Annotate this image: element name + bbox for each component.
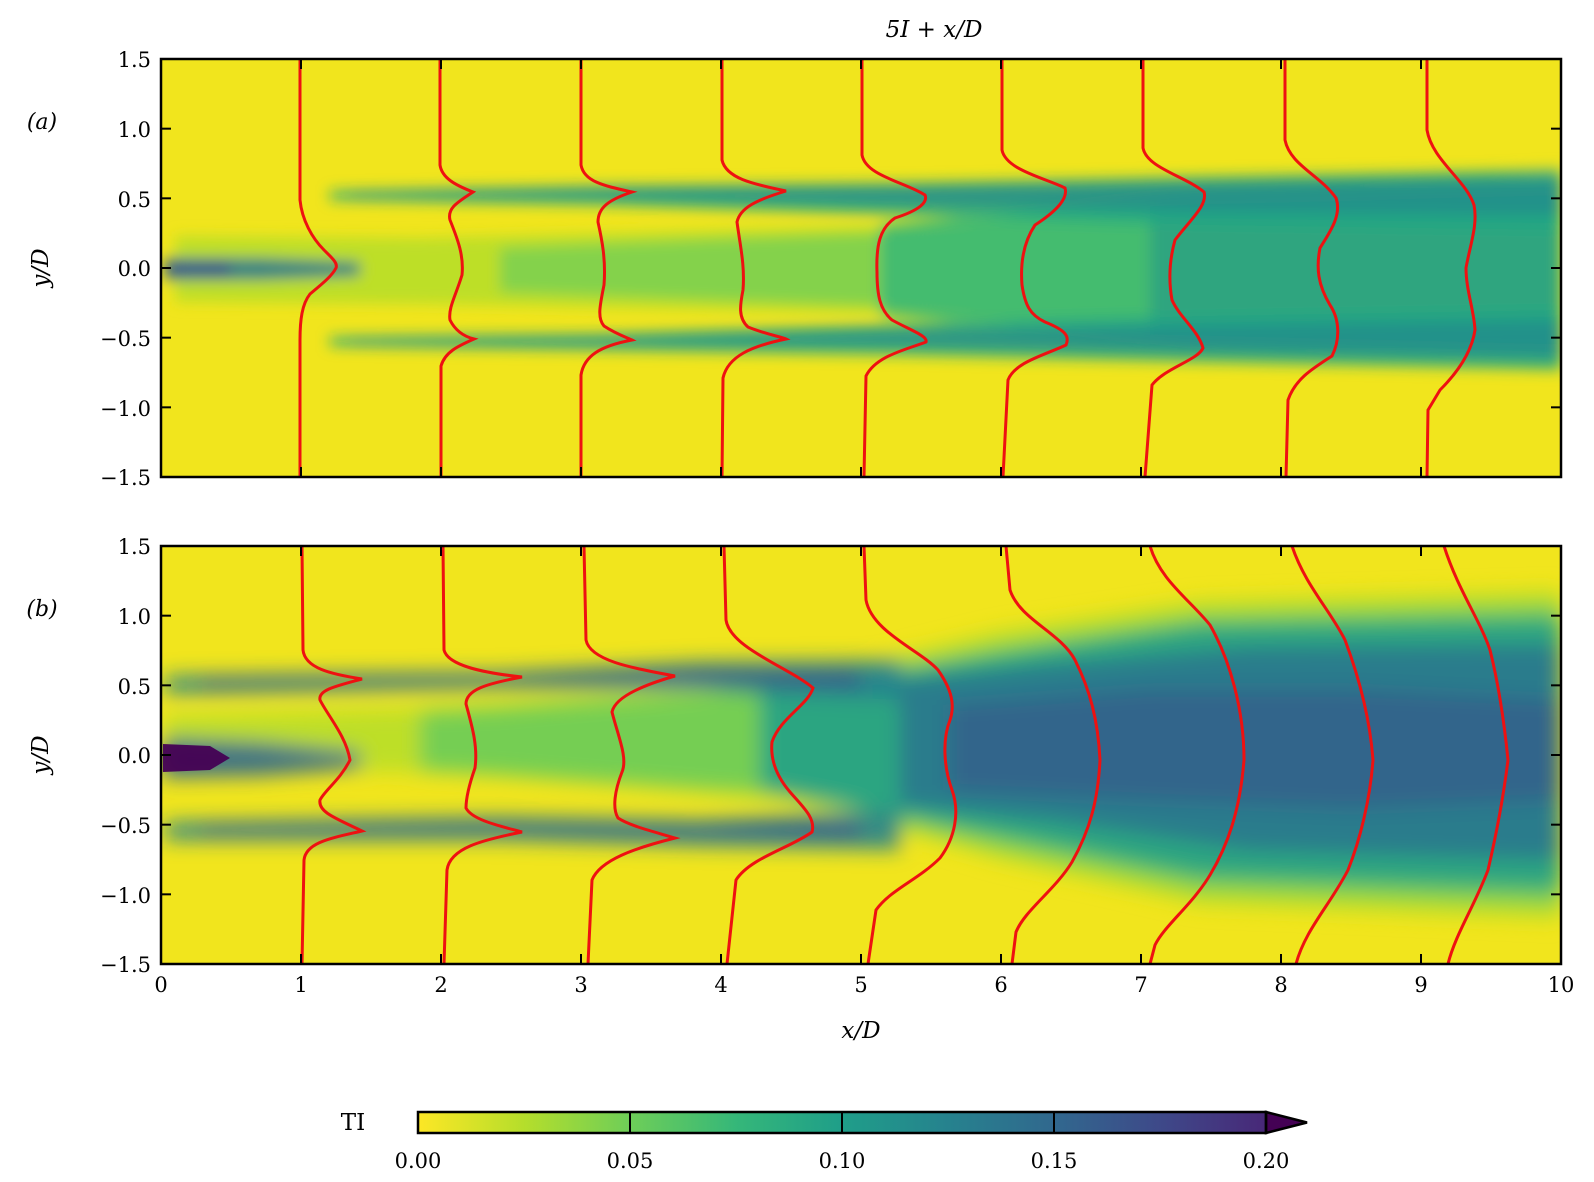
panel-a-profile-5 xyxy=(860,59,928,477)
panel-b-profile-7 xyxy=(1148,546,1246,964)
panel-b-y-tick-label: 1.5 xyxy=(118,535,151,559)
panel-a-profile-2 xyxy=(438,59,479,477)
panel-b-profile-4 xyxy=(722,546,815,964)
panel-b-profile-1 xyxy=(300,546,367,964)
panel-b-x-tick-label: 10 xyxy=(1548,973,1575,997)
panel-b-y-tick-label: 0.0 xyxy=(118,744,151,768)
panel-a-profile-1 xyxy=(298,59,338,477)
panel-a-x-ticks xyxy=(160,59,1562,477)
panel-a-y-tick-label: 0.0 xyxy=(118,257,151,281)
panel-a-y-tick-label: 0.5 xyxy=(118,188,151,212)
panel-b-x-tick-label: 6 xyxy=(994,973,1007,997)
panel-a-y-tick-label: −1.5 xyxy=(100,466,151,490)
panel-a-y-tick-label: −1.0 xyxy=(100,397,151,421)
panel-b-y-tick-label: −0.5 xyxy=(100,814,151,838)
panel-b-y-tick-label: −1.0 xyxy=(100,884,151,908)
panel-a: (a) y/D 1.5 1.0 0.5 0.0 −0.5 −1.0 −1.5 xyxy=(27,48,1563,490)
panel-a-field xyxy=(161,59,1561,477)
panel-a-y-tick-label: 1.0 xyxy=(118,118,151,142)
panel-b-y-tick-label: 1.0 xyxy=(118,605,151,629)
panel-b-label: (b) xyxy=(26,597,57,622)
panel-a-profile-6 xyxy=(1000,59,1069,477)
panel-b-profile-3 xyxy=(582,546,681,964)
panel-a-label: (a) xyxy=(27,110,57,135)
colorbar-tick-label: 0.15 xyxy=(1031,1149,1078,1173)
panel-b-x-ticks xyxy=(160,546,1562,964)
panel-b-y-tick-labels: 1.5 1.0 0.5 0.0 −0.5 −1.0 −1.5 xyxy=(100,535,151,977)
colorbar: TI 0.00 0.05 0.10 0.15 0.20 xyxy=(341,1110,1308,1173)
panel-a-profile-8 xyxy=(1283,59,1340,477)
panel-b-x-tick-label: 2 xyxy=(434,973,447,997)
panel-b-x-tick-label: 1 xyxy=(294,973,307,997)
panel-b-x-tick-labels: 0 1 2 3 4 5 6 7 8 9 10 xyxy=(154,973,1574,997)
colorbar-extend-arrow xyxy=(1264,1110,1308,1135)
panel-b-x-tick-label: 9 xyxy=(1414,973,1427,997)
panel-a-y-axis-label: y/D xyxy=(28,248,54,288)
top-annotation: 5I + x/D xyxy=(886,17,983,43)
panel-b-x-tick-label: 5 xyxy=(854,973,867,997)
panel-a-profile-7 xyxy=(1141,59,1207,477)
panel-b-profile-2 xyxy=(441,546,523,964)
panel-b-x-axis-label: x/D xyxy=(841,1018,880,1044)
panel-b-x-tick-label: 7 xyxy=(1134,973,1147,997)
panel-b-y-tick-label: −1.5 xyxy=(100,953,151,977)
panel-a-y-tick-label: 1.5 xyxy=(118,48,151,72)
panel-b-profile-9 xyxy=(1442,546,1510,964)
panel-b-field xyxy=(161,546,1561,964)
colorbar-tick-label: 0.00 xyxy=(395,1149,442,1173)
panel-a-y-tick-label: −0.5 xyxy=(100,327,151,351)
colorbar-tick-label: 0.10 xyxy=(819,1149,866,1173)
colorbar-tick-label: 0.20 xyxy=(1243,1149,1290,1173)
panel-b-x-tick-label: 4 xyxy=(714,973,727,997)
panel-b: (b) y/D 1.5 1.0 0.5 0.0 −0.5 −1.0 −1.5 0… xyxy=(26,535,1574,1044)
panel-b-y-tick-label: 0.5 xyxy=(118,675,151,699)
panel-b-x-tick-label: 0 xyxy=(154,973,167,997)
panel-b-x-tick-label: 8 xyxy=(1274,973,1287,997)
colorbar-label: TI xyxy=(341,1110,365,1136)
panel-a-profile-3 xyxy=(579,59,638,477)
panel-a-profile-4 xyxy=(720,59,791,477)
panel-b-profile-5 xyxy=(862,546,958,964)
panel-a-profile-9 xyxy=(1425,59,1477,477)
panel-b-x-tick-label: 3 xyxy=(574,973,587,997)
colorbar-ticks xyxy=(629,1112,1055,1133)
panel-b-profile-6 xyxy=(1004,546,1102,964)
panel-b-y-axis-label: y/D xyxy=(28,735,54,775)
panel-b-y-ticks xyxy=(161,545,1561,965)
panel-a-y-ticks xyxy=(161,58,1561,478)
panel-b-profile-8 xyxy=(1290,546,1375,964)
colorbar-tick-label: 0.05 xyxy=(607,1149,654,1173)
colorbar-tick-labels: 0.00 0.05 0.10 0.15 0.20 xyxy=(395,1149,1290,1173)
panel-a-y-tick-labels: 1.5 1.0 0.5 0.0 −0.5 −1.0 −1.5 xyxy=(100,48,151,490)
